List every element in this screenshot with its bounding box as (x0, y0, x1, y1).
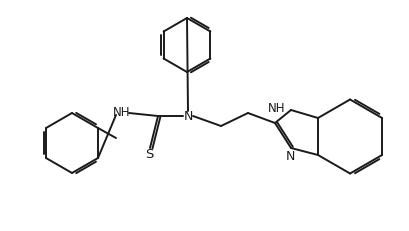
Text: N: N (285, 151, 295, 164)
Text: N: N (183, 109, 193, 122)
Text: NH: NH (113, 106, 131, 119)
Text: NH: NH (268, 103, 286, 116)
Text: S: S (145, 149, 153, 161)
